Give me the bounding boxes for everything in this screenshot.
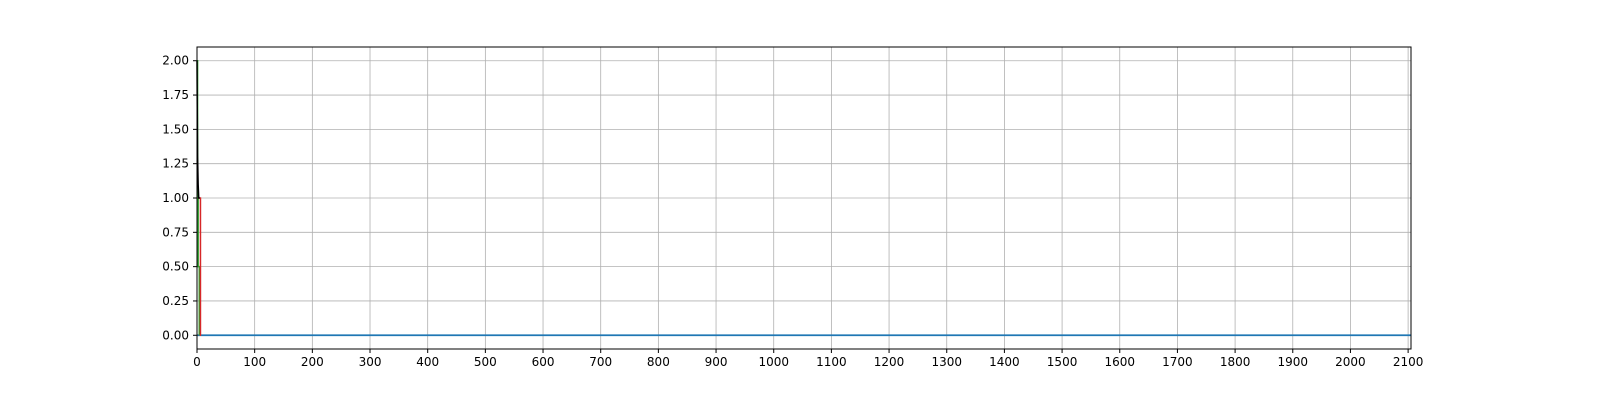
y-tick-label: 1.50 <box>162 122 189 136</box>
y-tick-label: 1.25 <box>162 157 189 171</box>
x-tick-label: 200 <box>301 355 324 369</box>
x-tick-label: 2100 <box>1393 355 1424 369</box>
plot-series <box>196 59 1411 337</box>
y-tick-label: 1.75 <box>162 88 189 102</box>
x-tick-label: 1400 <box>989 355 1020 369</box>
y-tick-label: 0.00 <box>162 328 189 342</box>
x-tick-label: 500 <box>474 355 497 369</box>
x-tick-label: 300 <box>359 355 382 369</box>
x-tick-label: 100 <box>243 355 266 369</box>
y-tick-label: 0.25 <box>162 294 189 308</box>
y-tick-label: 0.50 <box>162 260 189 274</box>
x-tick-label: 1100 <box>816 355 847 369</box>
x-tick-label: 1000 <box>758 355 789 369</box>
x-tick-label: 600 <box>532 355 555 369</box>
y-tick-label: 0.75 <box>162 225 189 239</box>
x-tick-label: 1900 <box>1277 355 1308 369</box>
x-tick-label: 800 <box>647 355 670 369</box>
x-tick-label: 400 <box>416 355 439 369</box>
x-tick-label: 1200 <box>874 355 905 369</box>
grid <box>196 47 1411 349</box>
x-tick-label: 0 <box>193 355 201 369</box>
y-tick-label: 2.00 <box>162 54 189 68</box>
x-tick-label: 1500 <box>1047 355 1078 369</box>
x-tick-label: 700 <box>589 355 612 369</box>
x-tick-label: 900 <box>705 355 728 369</box>
x-tick-label: 1600 <box>1104 355 1135 369</box>
x-tick-label: 1700 <box>1162 355 1193 369</box>
y-tick-label: 1.00 <box>162 191 189 205</box>
ticks: 0 100 200 300 400 500 600 700 800 900 1000 1100 1200… <box>162 54 1423 369</box>
x-tick-label: 2000 <box>1335 355 1366 369</box>
x-tick-label: 1800 <box>1220 355 1251 369</box>
x-tick-label: 1300 <box>931 355 962 369</box>
